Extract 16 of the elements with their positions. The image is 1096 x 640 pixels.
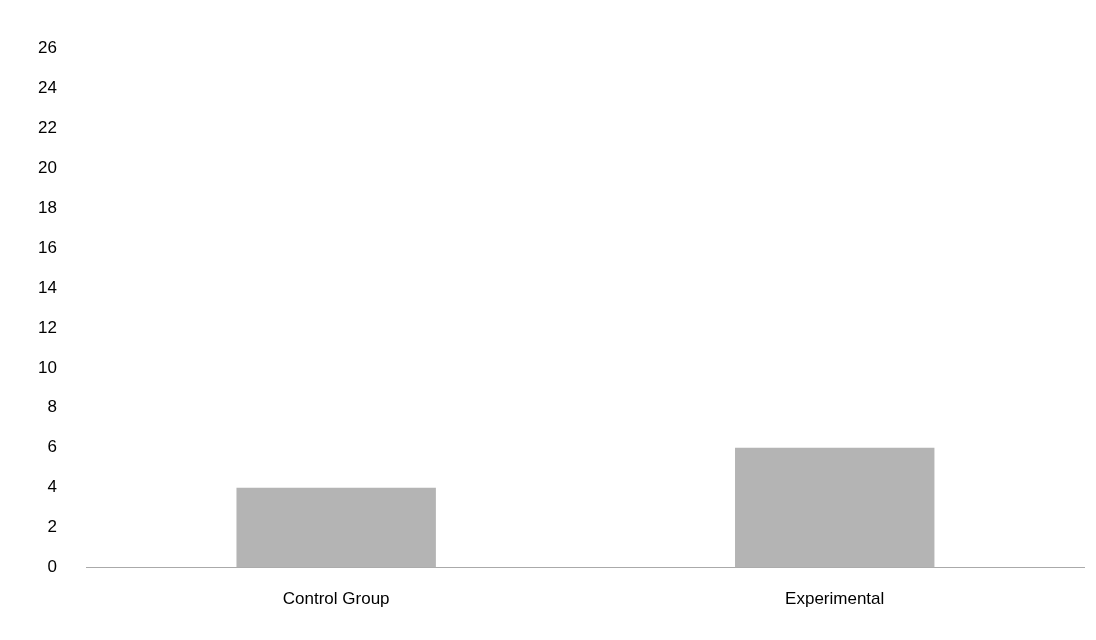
- y-tick-label: 18: [37, 197, 57, 217]
- y-tick-label: 4: [47, 477, 57, 497]
- y-tick-label: 26: [37, 37, 57, 57]
- y-tick-label: 14: [37, 277, 57, 297]
- y-tick-label: 0: [47, 557, 57, 577]
- x-tick-label: Control Group: [282, 589, 390, 609]
- y-tick-label: 12: [37, 317, 57, 337]
- y-tick-label: 24: [37, 77, 57, 97]
- y-tick-label: 22: [37, 117, 57, 137]
- y-tick-label: 6: [47, 437, 57, 457]
- y-tick-label: 10: [37, 357, 57, 377]
- y-tick-label: 20: [37, 157, 57, 177]
- y-tick-label: 8: [47, 397, 57, 417]
- x-tick-label: Experimental: [785, 589, 885, 609]
- y-tick-label: 16: [37, 237, 57, 257]
- y-tick-label: 2: [47, 517, 57, 537]
